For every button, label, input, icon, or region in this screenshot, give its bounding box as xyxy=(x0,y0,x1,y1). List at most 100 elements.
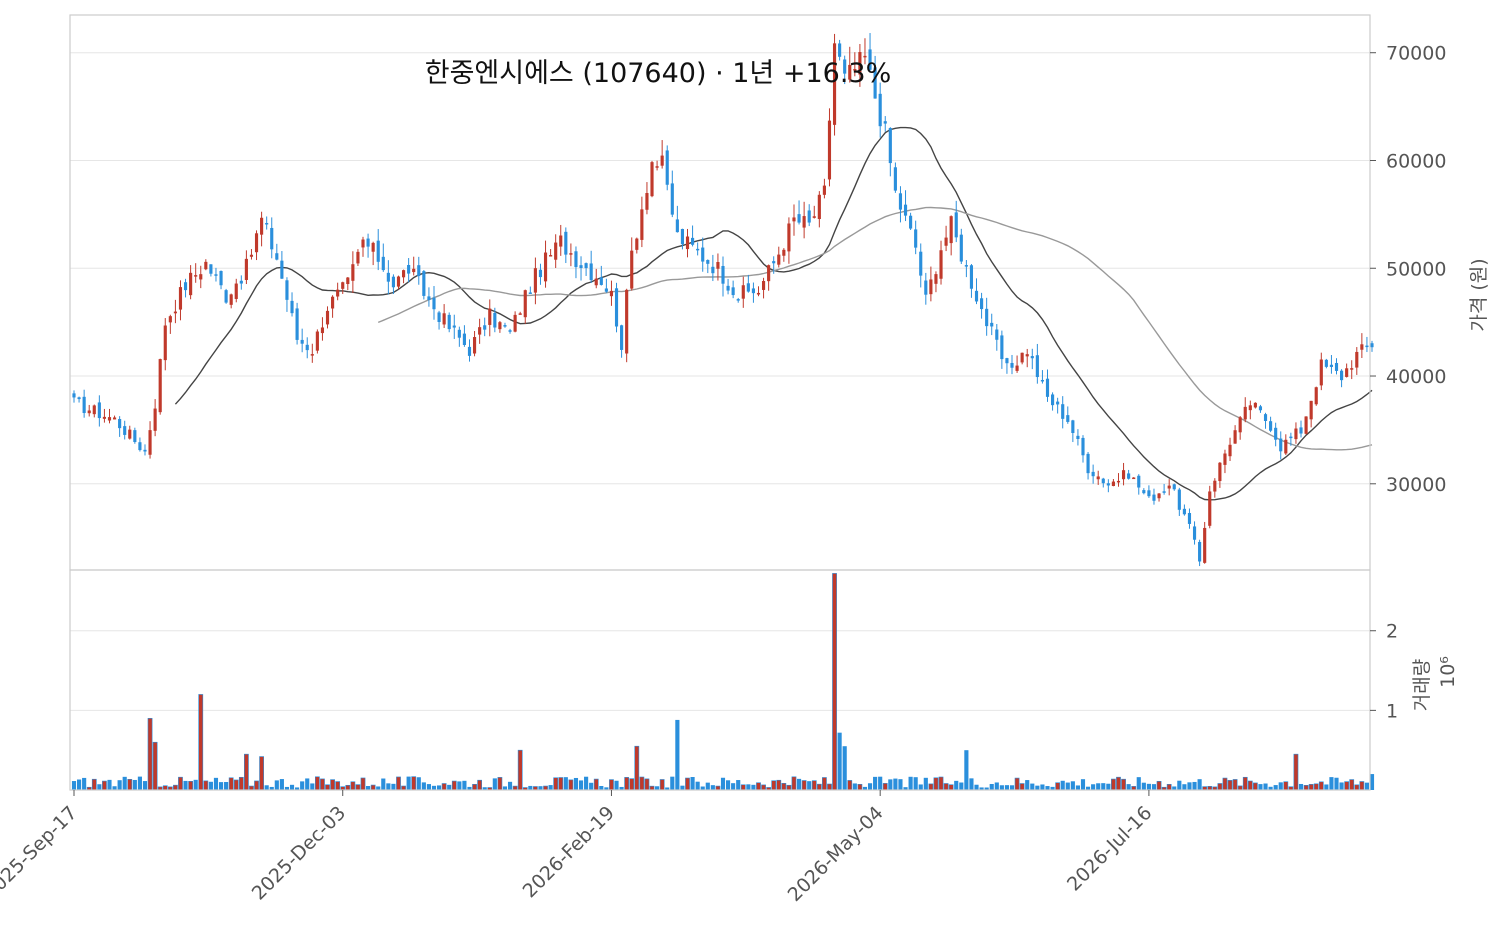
volume-bar xyxy=(178,776,183,791)
candle-body xyxy=(533,268,537,293)
candle-body xyxy=(873,67,877,99)
volume-bar xyxy=(1227,780,1233,791)
candle-body xyxy=(1248,405,1252,411)
volume-bar xyxy=(1318,781,1324,791)
candle-body xyxy=(543,252,548,282)
candle-body xyxy=(412,268,416,273)
candle-body xyxy=(204,261,208,270)
candle-body xyxy=(290,300,294,314)
candle-body xyxy=(1000,335,1004,360)
volume-bar xyxy=(807,781,812,790)
volume-bar xyxy=(811,780,817,791)
candle-body xyxy=(498,322,502,330)
candle-body xyxy=(457,329,461,338)
volume-bar xyxy=(599,786,604,790)
volume-bar xyxy=(589,782,594,790)
volume-bar xyxy=(122,776,127,790)
volume-bar xyxy=(1197,779,1202,790)
candle-body xyxy=(574,251,578,268)
candle-body xyxy=(954,212,958,238)
candle-body xyxy=(1111,481,1115,487)
candle-body xyxy=(1198,541,1202,562)
volume-bar xyxy=(213,777,219,790)
candle-body xyxy=(538,269,543,278)
volume-bar xyxy=(776,779,782,791)
candle-body xyxy=(949,216,953,244)
volume-bar xyxy=(492,778,497,790)
candle-body xyxy=(1314,387,1318,405)
volume-bar xyxy=(376,786,381,790)
volume-bar xyxy=(1273,785,1278,790)
candle-body xyxy=(685,236,690,250)
volume-bar xyxy=(999,785,1004,790)
volume-bar xyxy=(1334,777,1339,790)
candle-body xyxy=(1172,484,1176,490)
volume-bar xyxy=(624,777,630,791)
volume-bar xyxy=(162,785,168,791)
chart-title: 한중엔시에스 (107640) · 1년 +16.3% xyxy=(425,58,892,89)
candle-body xyxy=(1238,417,1242,433)
volume-bar xyxy=(1050,786,1055,790)
candle-body xyxy=(1345,368,1349,377)
volume-bar xyxy=(959,782,964,790)
volume-bar xyxy=(482,787,487,790)
candle-body xyxy=(341,282,345,289)
candle-body xyxy=(843,59,847,74)
volume-bar xyxy=(447,784,452,790)
candle-body xyxy=(472,337,477,354)
price-tick-label: 40000 xyxy=(1386,366,1446,388)
candle-body xyxy=(361,239,365,248)
candle-body xyxy=(1187,512,1192,524)
volume-bar xyxy=(1344,781,1350,791)
candlesticks xyxy=(72,33,1374,567)
volume-bar xyxy=(396,776,401,791)
candle-body xyxy=(812,216,816,218)
volume-bar xyxy=(1121,778,1126,791)
volume-bar xyxy=(675,719,680,790)
volume-panel-frame xyxy=(69,569,1371,791)
candle-body xyxy=(371,242,375,252)
candle-body xyxy=(427,296,431,300)
volume-bar xyxy=(1177,780,1182,790)
volume-bar xyxy=(1247,780,1253,791)
volume-bar xyxy=(882,783,888,791)
price-tick-label: 30000 xyxy=(1386,474,1446,496)
volume-bar xyxy=(639,776,645,791)
candle-body xyxy=(782,249,786,256)
volume-bar xyxy=(1187,782,1192,790)
volume-bar xyxy=(1106,783,1111,790)
candle-body xyxy=(478,327,482,335)
candle-body xyxy=(102,416,106,419)
volume-bar xyxy=(457,781,462,790)
candle-body xyxy=(959,234,963,262)
volume-bar xyxy=(411,776,417,791)
candle-body xyxy=(665,150,669,185)
volume-bar xyxy=(928,783,934,791)
volume-bar xyxy=(1172,786,1177,790)
volume-bar xyxy=(426,784,431,790)
volume-bar xyxy=(609,779,614,791)
candle-body xyxy=(1132,477,1136,480)
candle-body xyxy=(868,49,872,70)
volume-bar xyxy=(528,785,533,790)
volume-bar xyxy=(137,776,142,790)
volume-bar xyxy=(1091,784,1096,790)
candle-body xyxy=(1304,416,1308,434)
volume-bar xyxy=(355,784,361,791)
candle-body xyxy=(1289,436,1293,439)
candle-body xyxy=(554,242,558,260)
candle-body xyxy=(579,265,583,269)
candle-body xyxy=(128,429,132,439)
candle-body xyxy=(1334,362,1339,371)
candle-body xyxy=(990,322,994,327)
candle-body xyxy=(1142,490,1146,494)
volume-bar xyxy=(224,781,229,790)
candle-body xyxy=(1274,427,1278,440)
volume-bar xyxy=(1009,785,1015,790)
volume-bar xyxy=(1070,781,1075,790)
candle-body xyxy=(827,120,832,180)
candle-body xyxy=(254,233,259,253)
candle-body xyxy=(417,265,421,277)
volume-axis-label: 거래량 xyxy=(1411,659,1433,711)
volume-bar xyxy=(781,782,787,791)
